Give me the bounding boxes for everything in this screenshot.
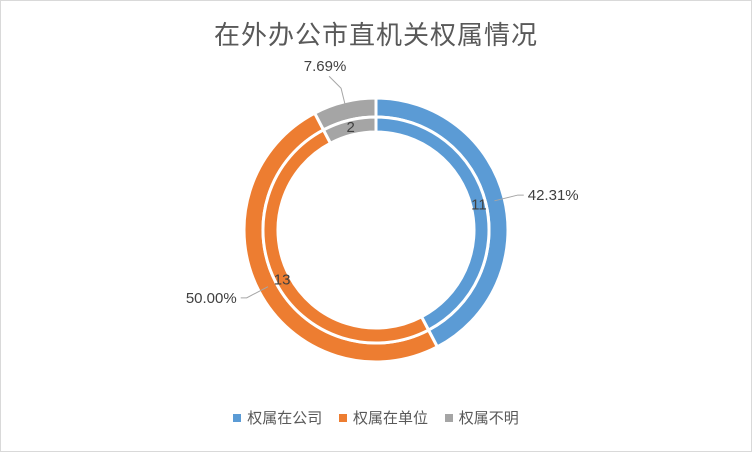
percent-label-unknown: 7.69%	[304, 58, 347, 75]
legend-label-unknown: 权属不明	[458, 409, 519, 427]
legend-swatch-unit	[338, 413, 347, 422]
legend-swatch-unknown	[444, 413, 453, 422]
chart-title: 在外办公市直机关权属情况	[213, 21, 538, 51]
count-label-unknown: 2	[346, 119, 354, 136]
legend-swatch-company	[233, 413, 242, 422]
leader-line-unit	[240, 286, 269, 299]
legend-label-unit: 权属在单位	[352, 409, 428, 427]
leader-line-unknown	[328, 75, 348, 112]
legend-label-company: 权属在公司	[247, 409, 323, 427]
legend-item-unit: 权属在单位	[338, 407, 428, 428]
percent-label-unit: 50.00%	[186, 290, 237, 307]
legend-item-company: 权属在公司	[233, 407, 322, 428]
legend: 权属在公司 权属在单位 权属不明	[1, 407, 751, 428]
ring2-slice-unknown	[321, 115, 378, 146]
legend-item-unknown: 权属不明	[444, 407, 519, 428]
percent-label-company: 42.31%	[528, 187, 579, 204]
leader-line-company	[494, 194, 524, 202]
count-label-company: 11	[471, 197, 487, 214]
count-label-unit: 13	[274, 271, 291, 288]
